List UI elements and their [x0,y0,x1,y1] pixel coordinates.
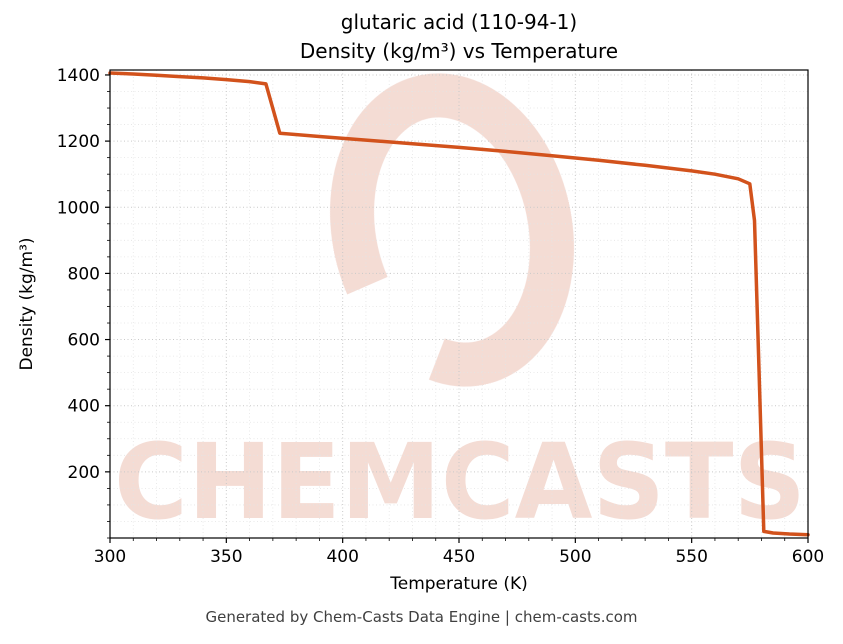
x-tick-label: 450 [443,547,475,567]
y-tick-label: 1400 [57,66,100,86]
y-tick-label: 800 [68,264,100,284]
chemcasts-watermark: CHEMCASTS [114,73,806,543]
y-tick-label: 400 [68,397,100,417]
x-tick-label: 300 [94,547,126,567]
density-series-line [108,71,810,537]
watermark-text: CHEMCASTS [114,421,806,543]
chart-title: glutaric acid (110-94-1) Density (kg/m³)… [110,8,808,66]
y-tick-label: 1000 [57,198,100,218]
x-tick-label: 400 [326,547,358,567]
y-tick-label: 1200 [57,132,100,152]
x-tick-label: 550 [675,547,707,567]
chart-title-line2: Density (kg/m³) vs Temperature [299,39,619,63]
y-tick-label: 200 [68,463,100,483]
x-tick-label: 600 [792,547,824,567]
chemcasts-logo-ring-icon [330,73,574,387]
y-axis-label: Density (kg/m³) [17,237,37,371]
footer-attribution: Generated by Chem-Casts Data Engine | ch… [205,608,638,626]
x-tick-label: 350 [210,547,242,567]
x-tick-label: 500 [559,547,591,567]
tick-marks [105,74,809,543]
x-axis-label: Temperature (K) [390,574,528,594]
chart-title-line1: glutaric acid (110-94-1) [340,10,578,34]
tick-labels: 300 350 400 450 500 550 600 200 400 600 800 1000 120… [57,66,824,567]
minor-tick-marks [107,91,786,541]
y-tick-label: 600 [68,331,100,351]
